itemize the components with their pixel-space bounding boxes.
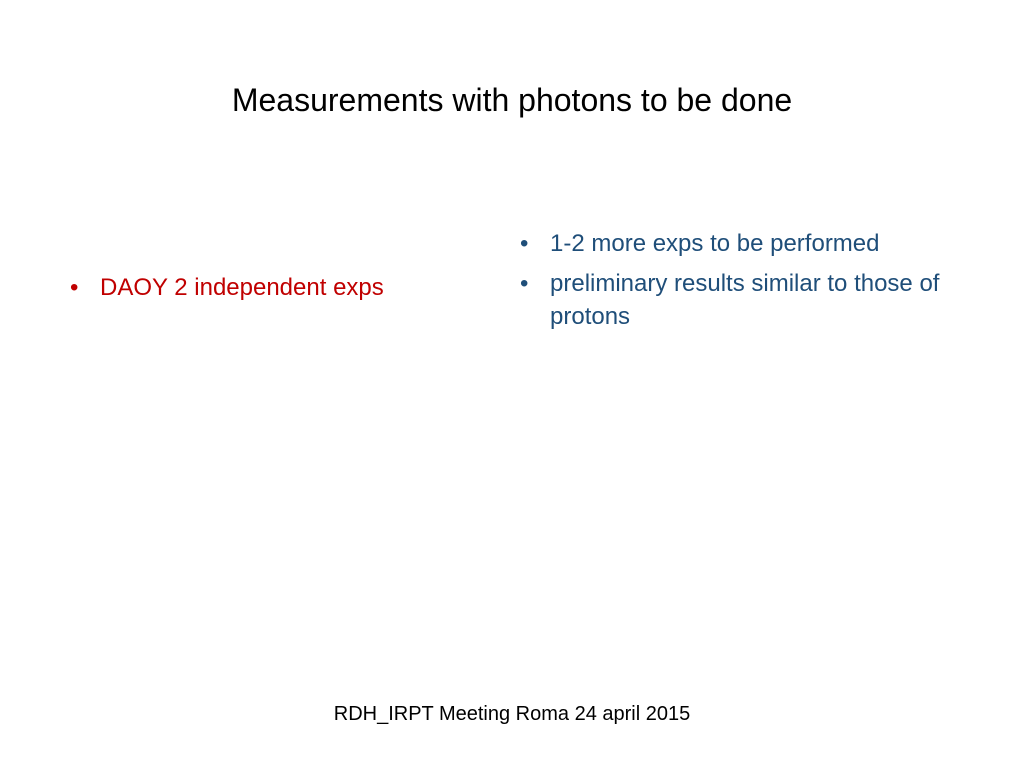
bullet-icon: •: [520, 228, 550, 260]
slide-title: Measurements with photons to be done: [0, 82, 1024, 119]
bullet-text: 1-2 more exps to be performed: [550, 228, 980, 260]
bullet-text: preliminary results similar to those of …: [550, 268, 980, 333]
left-bullet-list: • DAOY 2 independent exps: [70, 272, 490, 304]
bullet-text: DAOY 2 independent exps: [100, 272, 490, 304]
slide-footer: RDH_IRPT Meeting Roma 24 april 2015: [0, 703, 1024, 726]
right-column: • 1-2 more exps to be performed • prelim…: [520, 228, 980, 341]
bullet-icon: •: [520, 268, 550, 300]
list-item: • DAOY 2 independent exps: [70, 272, 490, 304]
list-item: • 1-2 more exps to be performed: [520, 228, 980, 260]
left-column: • DAOY 2 independent exps: [70, 272, 490, 312]
right-bullet-list: • 1-2 more exps to be performed • prelim…: [520, 228, 980, 333]
bullet-icon: •: [70, 272, 100, 304]
list-item: • preliminary results similar to those o…: [520, 268, 980, 333]
